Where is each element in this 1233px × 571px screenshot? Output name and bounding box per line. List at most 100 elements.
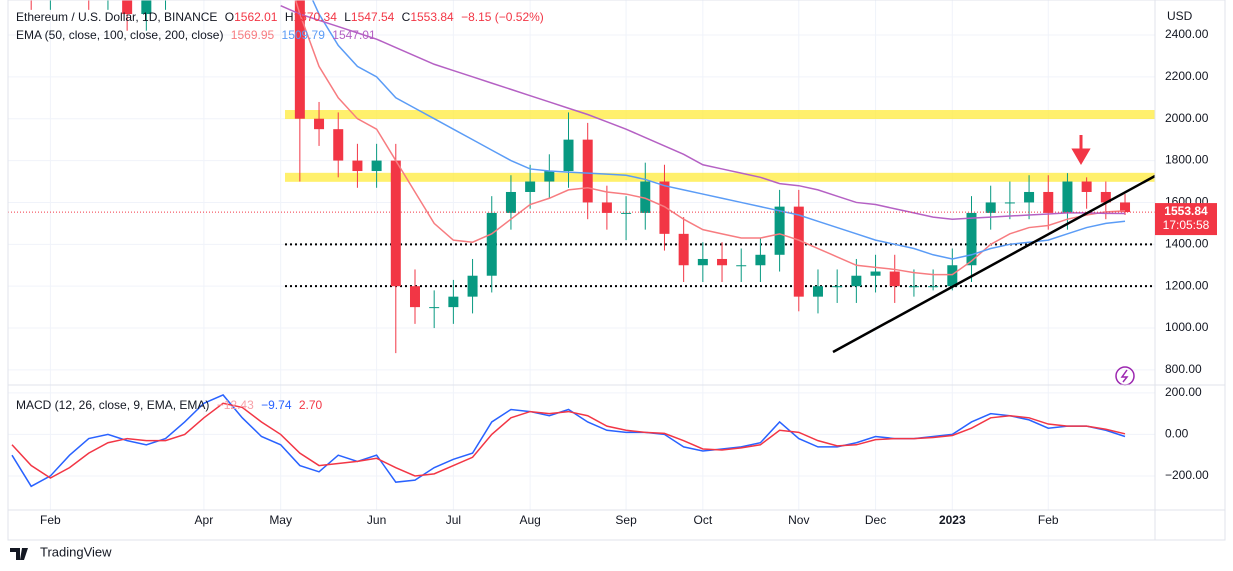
- candle-body: [1081, 181, 1092, 192]
- macd-legend: MACD (12, 26, close, 9, EMA, EMA) −12.43…: [16, 398, 326, 412]
- candle-body: [812, 286, 823, 297]
- candle-body: [467, 275, 478, 297]
- candle-body: [851, 275, 862, 287]
- c-key: C: [401, 10, 411, 24]
- candle-body: [1024, 191, 1035, 203]
- x-tick-label: Feb: [40, 513, 61, 527]
- y-tick-label: 1400.00: [1165, 236, 1209, 250]
- x-tick-label: Jul: [446, 513, 461, 527]
- ema-line: [311, 0, 1126, 260]
- candle-body: [640, 181, 651, 213]
- y-tick-label: 1200.00: [1165, 278, 1209, 292]
- candle-body: [582, 139, 593, 203]
- ema-line: [280, 4, 1126, 220]
- last-price-badge: [1155, 203, 1217, 236]
- candle-body: [544, 171, 555, 182]
- change: −8.15 (−0.52%): [461, 10, 544, 24]
- candle-body: [947, 265, 958, 287]
- macd-pane: [11, 394, 1126, 488]
- candle-body: [832, 286, 843, 288]
- candle-body: [1004, 202, 1015, 204]
- header: Ethereum / U.S. Dollar, 1D, BINANCE O156…: [16, 10, 548, 24]
- macd-line: [11, 402, 1126, 479]
- candle-body: [601, 202, 612, 213]
- candle-body: [966, 212, 977, 266]
- o-key: O: [224, 10, 235, 24]
- ema-value: 1569.95: [230, 28, 275, 42]
- candle-body: [678, 233, 689, 266]
- candle-body: [371, 160, 382, 172]
- candle-body: [352, 160, 363, 172]
- candle-body: [697, 258, 708, 266]
- y-tick-label: 1000.00: [1165, 320, 1209, 334]
- y-tick-label: 800.00: [1165, 362, 1202, 376]
- y-tick-label: 2200.00: [1165, 69, 1209, 83]
- candle-body: [122, 0, 133, 15]
- o-value: 1562.01: [234, 10, 278, 24]
- currency: USD: [1167, 9, 1193, 23]
- candle-body: [141, 0, 152, 15]
- countdown: 17:05:58: [1163, 218, 1210, 232]
- brand: TradingView: [40, 544, 112, 559]
- candle-body: [774, 206, 785, 255]
- x-tick-label: Feb: [1038, 513, 1059, 527]
- resistance-zone: [285, 110, 1155, 120]
- ema-value: 1547.01: [332, 28, 376, 42]
- candle-body: [390, 160, 401, 287]
- candle-body: [1062, 181, 1073, 213]
- grid: [8, 0, 1155, 510]
- candle-body: [314, 118, 325, 130]
- x-tick-label: Jun: [367, 513, 386, 527]
- y-tick-label: 200.00: [1165, 385, 1202, 399]
- candle-body: [1100, 191, 1111, 203]
- macd-line: [11, 394, 1126, 488]
- x-tick-label: Apr: [195, 513, 214, 527]
- x-tick-label: Nov: [788, 513, 809, 527]
- x-tick-label: Aug: [519, 513, 540, 527]
- ema-label: EMA (50, close, 100, close, 200, close): [16, 28, 224, 42]
- candle-body: [870, 271, 881, 276]
- candle-body: [1120, 202, 1131, 213]
- candle-body: [448, 296, 459, 308]
- last-price-label: 1553.84: [1164, 204, 1208, 218]
- candle-body: [429, 307, 440, 309]
- candle-body: [621, 212, 632, 214]
- candle-body: [505, 191, 516, 213]
- candle-body: [793, 206, 804, 297]
- resistance-zone: [285, 172, 1155, 182]
- candle-body: [928, 286, 939, 288]
- candle-body: [563, 139, 574, 172]
- brand-logo: [10, 548, 28, 560]
- candle-body: [409, 286, 420, 308]
- l-value: 1547.54: [350, 10, 395, 24]
- x-tick-label: Sep: [615, 513, 637, 527]
- candle-body: [333, 129, 344, 161]
- axes: 800.001000.001200.001400.001600.001800.0…: [40, 27, 1217, 527]
- x-tick-label: Oct: [694, 513, 713, 527]
- x-tick-label: 2023: [939, 513, 966, 527]
- macd-value: −12.43: [216, 398, 254, 412]
- l-key: L: [344, 10, 351, 24]
- ema-value: 1509.79: [281, 28, 325, 42]
- h-value: 1570.34: [293, 10, 337, 24]
- y-tick-label: −200.00: [1165, 468, 1209, 482]
- lightning-bolt: [1120, 369, 1129, 383]
- x-tick-label: Dec: [865, 513, 886, 527]
- candle-body: [525, 181, 536, 192]
- trend-line: [832, 174, 1156, 354]
- symbol: Ethereum / U.S. Dollar, 1D, BINANCE: [16, 10, 218, 24]
- macd-value: 2.70: [298, 398, 323, 412]
- x-tick-label: May: [269, 513, 292, 527]
- arrow: [1071, 135, 1091, 165]
- y-tick-label: 1800.00: [1165, 153, 1209, 167]
- candle-body: [736, 265, 747, 267]
- candle-body: [985, 202, 996, 213]
- candle-body: [659, 181, 670, 234]
- candle-body: [717, 258, 728, 266]
- candle-body: [486, 212, 497, 276]
- candle-body: [908, 286, 919, 288]
- y-tick-label: 2400.00: [1165, 27, 1209, 41]
- price-pane: [8, 0, 1155, 354]
